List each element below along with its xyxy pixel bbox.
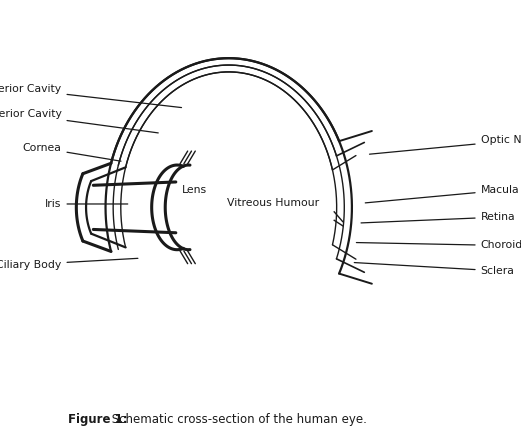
Text: Ciliary Body: Ciliary Body <box>0 259 138 269</box>
Text: Retina: Retina <box>361 212 515 223</box>
Text: Choroid: Choroid <box>356 240 521 250</box>
Text: Optic Nerve: Optic Nerve <box>369 136 521 154</box>
Text: Iris: Iris <box>45 199 128 209</box>
Text: Cornea: Cornea <box>22 143 121 161</box>
Text: Posterior Cavity: Posterior Cavity <box>0 84 181 107</box>
Text: Schematic cross-section of the human eye.: Schematic cross-section of the human eye… <box>108 413 367 426</box>
Text: Sclera: Sclera <box>354 262 515 276</box>
Text: Macula: Macula <box>365 185 519 203</box>
Text: Lens: Lens <box>182 185 207 195</box>
Text: Vitreous Humour: Vitreous Humour <box>227 198 319 208</box>
Text: Anterior Cavity: Anterior Cavity <box>0 109 158 133</box>
Text: Figure 1:: Figure 1: <box>68 413 128 426</box>
